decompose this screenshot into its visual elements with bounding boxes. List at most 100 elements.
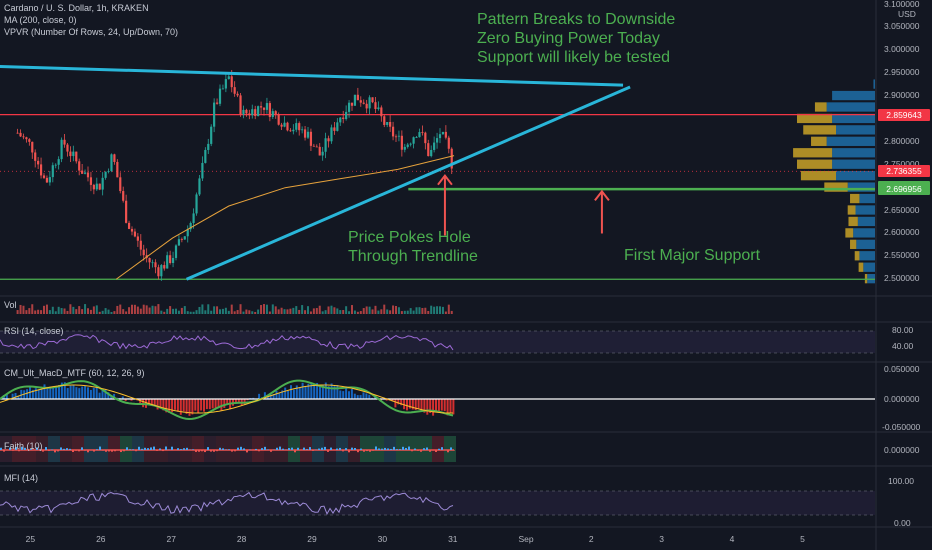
candle-body xyxy=(427,143,430,157)
macd-histogram-bar xyxy=(150,399,153,405)
volume-bar xyxy=(201,304,204,314)
macd-histogram-bar xyxy=(214,399,217,409)
candle-body xyxy=(248,113,251,116)
candle-body xyxy=(435,138,439,143)
macd-histogram-bar xyxy=(292,389,295,399)
macd-histogram-bar xyxy=(211,399,214,409)
macd-histogram-bar xyxy=(104,389,107,399)
faith-bar xyxy=(129,449,131,450)
volume-bar xyxy=(136,306,139,314)
faith-background-cell xyxy=(168,436,180,462)
faith-bar xyxy=(81,447,83,450)
candle-body xyxy=(122,191,125,201)
volume-bar xyxy=(163,311,166,314)
volume-bar xyxy=(216,306,219,314)
vpvr-down-bar xyxy=(800,171,836,181)
volume-bar xyxy=(89,309,92,314)
volume-bar xyxy=(145,305,148,314)
candle-body xyxy=(227,76,230,80)
volume-bar xyxy=(374,305,377,314)
vpvr-down-bar xyxy=(848,216,858,227)
faith-bar xyxy=(72,450,74,452)
faith-bar xyxy=(327,450,329,452)
faith-bar xyxy=(195,450,197,452)
faith-bar xyxy=(426,447,428,450)
macd-histogram-bar xyxy=(185,399,188,414)
macd-histogram-bar xyxy=(69,385,72,399)
candle-body xyxy=(133,231,137,237)
macd-histogram-bar xyxy=(263,392,266,399)
candle-body xyxy=(383,116,386,125)
faith-bar xyxy=(48,450,50,451)
volume-bar xyxy=(257,309,260,314)
price-tag: 2.736355 xyxy=(878,165,930,178)
volume-bar xyxy=(57,306,60,314)
macd-histogram-bar xyxy=(139,399,142,405)
faith-bar xyxy=(354,447,356,450)
macd-histogram-bar xyxy=(58,385,60,399)
candle-body xyxy=(397,135,401,137)
candle-body xyxy=(83,172,87,174)
vpvr-legend: VPVR (Number Of Rows, 24, Up/Down, 70) xyxy=(4,27,178,37)
volume-bar xyxy=(78,306,81,314)
macd-histogram-bar xyxy=(391,399,394,402)
macd-histogram-bar xyxy=(153,399,156,407)
volume-bar xyxy=(72,306,75,314)
vpvr-up-bar xyxy=(836,125,875,135)
volume-bar xyxy=(342,310,345,314)
faith-bar xyxy=(186,447,188,450)
candle-body xyxy=(57,159,60,165)
macd-line xyxy=(0,379,454,420)
faith-bar xyxy=(159,448,161,450)
support-arrow-head xyxy=(594,189,610,201)
faith-bar xyxy=(345,448,347,450)
macd-histogram-bar xyxy=(423,399,426,413)
candle-body xyxy=(374,102,377,110)
candle-body xyxy=(127,222,131,229)
candle-body xyxy=(151,262,154,264)
candle-body xyxy=(380,107,383,117)
faith-bar xyxy=(45,447,47,450)
macd-histogram-bar xyxy=(333,386,336,399)
macd-histogram-bar xyxy=(435,399,437,413)
volume-bar xyxy=(242,311,245,314)
trendline-break-arrow-head xyxy=(437,174,453,186)
faith-bar xyxy=(321,447,323,450)
faith-bar xyxy=(303,447,305,450)
candle-body xyxy=(110,154,113,171)
candle-body xyxy=(119,177,122,192)
candle-body xyxy=(356,94,359,101)
candle-body xyxy=(163,265,166,269)
volume-bar xyxy=(166,308,169,314)
candle-body xyxy=(139,240,142,250)
volume-bar xyxy=(19,304,22,314)
candle-body xyxy=(195,194,198,214)
candle-body xyxy=(362,102,365,104)
y-tick-label: 2.900000 xyxy=(884,90,920,101)
faith-tick-label: 0.000000 xyxy=(884,445,920,455)
macd-histogram-bar xyxy=(339,390,342,399)
vpvr-down-bar xyxy=(850,193,860,204)
faith-bar xyxy=(369,450,371,452)
volume-bar xyxy=(31,304,34,314)
volume-bar xyxy=(87,308,89,314)
candle-body xyxy=(166,255,169,269)
volume-bar xyxy=(195,310,198,314)
candle-body xyxy=(389,122,392,127)
macd-histogram-bar xyxy=(281,390,284,399)
macd-histogram-bar xyxy=(408,399,411,409)
faith-bar xyxy=(216,450,218,452)
faith-bar xyxy=(204,450,206,453)
volume-bar xyxy=(48,310,51,314)
rsi-tick-label: 80.00 xyxy=(892,325,914,335)
macd-histogram-bar xyxy=(208,399,211,410)
macd-histogram-bar xyxy=(168,399,171,413)
macd-histogram-bar xyxy=(330,383,333,399)
trendline-descending-resistance xyxy=(0,64,624,87)
faith-bar xyxy=(276,447,278,450)
faith-bar xyxy=(372,450,374,451)
macd-histogram-bar xyxy=(359,395,362,399)
candle-body xyxy=(160,265,163,277)
volume-bar xyxy=(406,310,409,314)
